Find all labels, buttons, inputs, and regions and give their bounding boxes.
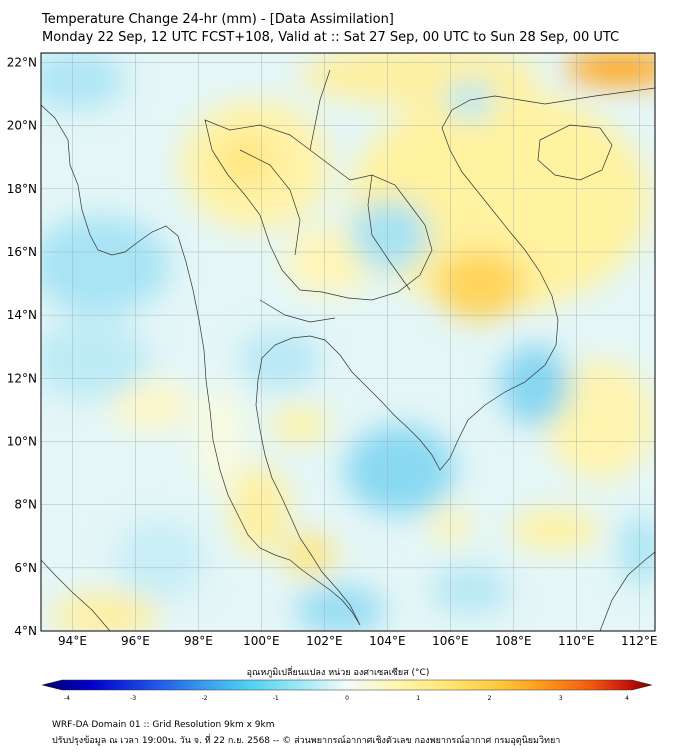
lat-label: 14°N [7,308,37,322]
colorbar-ticks: -4 -3 -2 -1 0 1 2 3 4 [64,695,629,700]
colorbar-title: อุณหภูมิเปลี่ยนแปลง หน่วย องศาเซลเซียส (… [246,668,430,678]
colorbar-tick-label: 2 [488,695,492,700]
temperature-field [41,53,655,631]
colorbar-tick-label: 3 [559,695,563,700]
lat-label: 20°N [7,119,37,133]
lat-label: 4°N [14,624,37,638]
lon-label: 94°E [58,634,87,648]
map-frame [40,52,656,632]
coastlines [41,69,655,631]
colorbar-tick-label: 1 [416,695,420,700]
colorbar-tick-label: -4 [64,695,70,700]
colorbar-tick-label: -3 [130,695,136,700]
model-info: WRF-DA Domain 01 :: Grid Resolution 9km … [52,720,275,730]
lon-label: 100°E [243,634,280,648]
lat-label: 10°N [7,434,37,448]
map-title: Temperature Change 24-hr (mm) - [Data As… [42,12,394,27]
lon-label: 98°E [184,634,213,648]
lon-label: 96°E [121,634,150,648]
lat-label: 12°N [7,371,37,385]
lat-label: 18°N [7,182,37,196]
lon-label: 108°E [495,634,532,648]
lon-label: 104°E [369,634,406,648]
latitude-axis: 22°N 20°N 18°N 16°N 14°N 12°N 10°N 8°N 6°N 4°N [7,55,37,638]
longitude-axis: 94°E 96°E 98°E 100°E 102°E 104°E 106°E 108°E 110… [58,634,657,648]
colorbar-tick-label: -1 [273,695,279,700]
gridlines [41,53,655,632]
colorbar: -4 -3 -2 -1 0 1 2 3 4 [41,679,653,700]
colorbar-tick-label: 4 [625,695,629,700]
update-info: ปรับปรุงข้อมูล ณ เวลา 19:00น. วัน จ. ที่… [52,736,561,746]
lat-label: 16°N [7,245,37,259]
map-subtitle: Monday 22 Sep, 12 UTC FCST+108, Valid at… [42,30,620,45]
colorbar-tick-label: 0 [345,695,349,700]
lon-label: 112°E [621,634,658,648]
lon-label: 102°E [306,634,343,648]
lat-label: 22°N [7,55,37,69]
lon-label: 110°E [558,634,595,648]
lon-label: 106°E [432,634,469,648]
map-figure: 22°N 20°N 18°N 16°N 14°N 12°N 10°N 8°N 6°N 4°N 94… [7,52,658,700]
colorbar-tick-label: -2 [202,695,208,700]
lat-label: 6°N [14,561,37,575]
lat-label: 8°N [14,498,37,512]
